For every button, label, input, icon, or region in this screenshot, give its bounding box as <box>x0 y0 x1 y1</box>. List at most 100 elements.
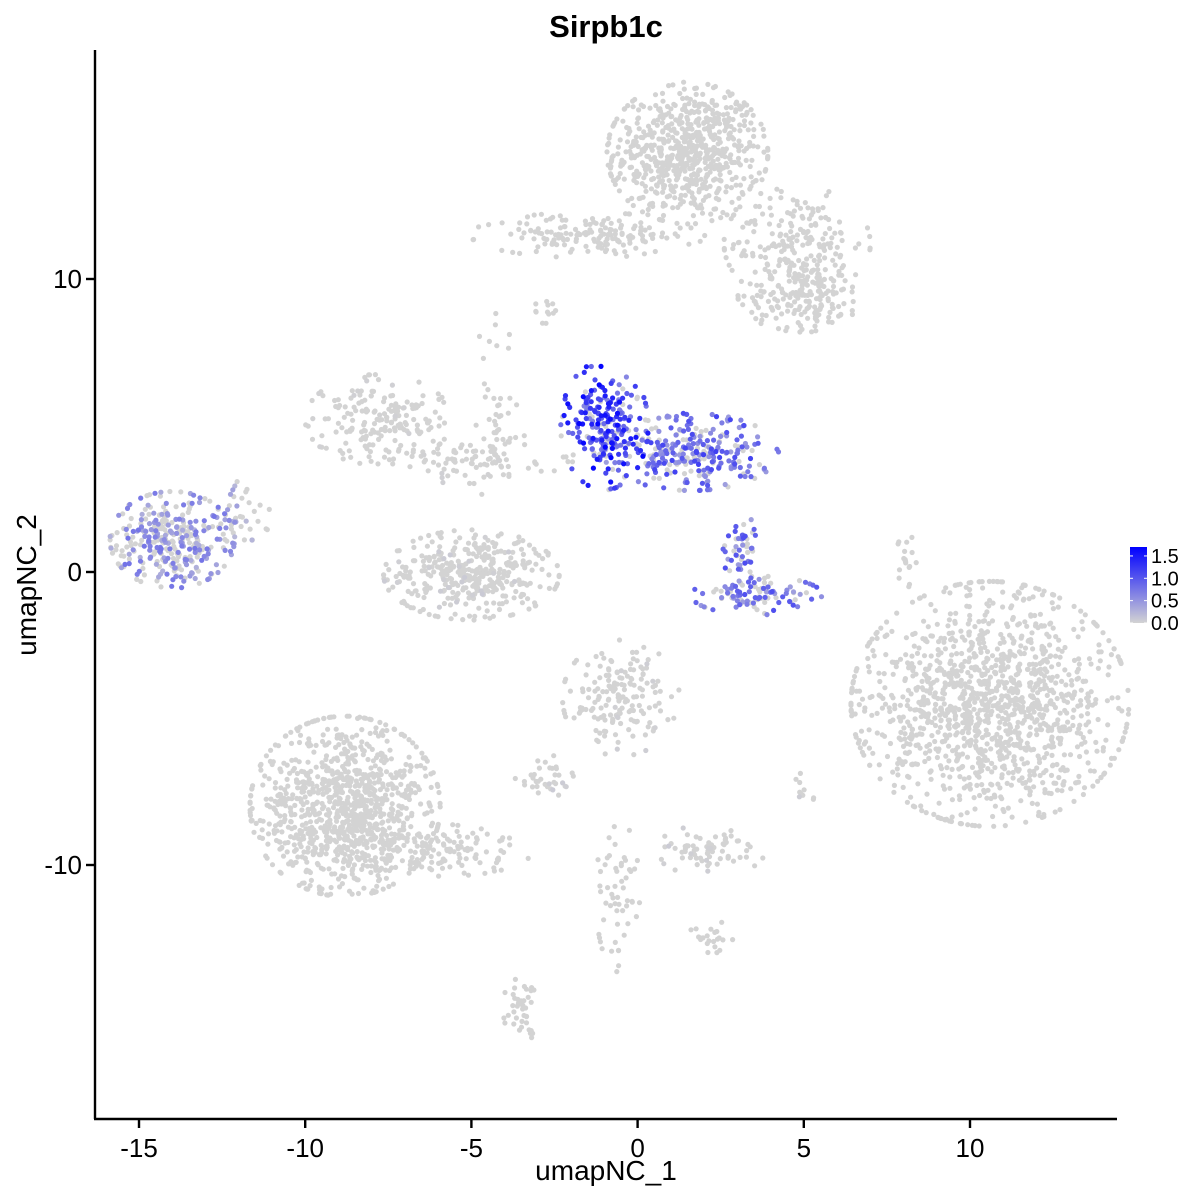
cell-point <box>653 163 660 169</box>
cell-point <box>906 584 912 590</box>
cell-point <box>464 448 470 454</box>
cell-point <box>702 108 709 114</box>
cell-point <box>1095 665 1101 671</box>
cell-point <box>142 506 148 512</box>
cell-point <box>582 389 589 395</box>
cell-point <box>1035 625 1041 631</box>
cell-point <box>1049 687 1055 693</box>
cell-point <box>1004 621 1010 627</box>
cell-point <box>862 708 868 714</box>
cell-point <box>531 212 537 218</box>
cell-point <box>609 948 615 954</box>
cell-point <box>1071 798 1077 805</box>
cell-point <box>522 442 528 448</box>
cell-point <box>414 857 420 863</box>
cell-point <box>627 148 633 154</box>
cell-point <box>626 211 633 217</box>
cell-point <box>648 168 654 174</box>
cell-point <box>710 153 716 159</box>
cell-point <box>343 818 349 825</box>
cell-point <box>853 272 859 278</box>
cell-point <box>746 220 752 226</box>
cell-point <box>372 805 378 811</box>
cell-point <box>516 226 522 232</box>
cell-point <box>646 705 653 711</box>
cell-point <box>977 792 983 799</box>
cell-point <box>268 796 274 802</box>
cell-point <box>598 227 604 233</box>
cell-point <box>964 603 970 609</box>
cell-point <box>664 467 670 473</box>
cell-point <box>419 848 425 854</box>
cell-point <box>358 811 364 817</box>
cell-point <box>1125 711 1131 717</box>
cell-point <box>1119 708 1125 714</box>
cell-point <box>318 817 325 823</box>
cell-point <box>386 883 392 890</box>
cell-point <box>711 144 717 151</box>
cell-point <box>1057 807 1063 813</box>
cell-point <box>1074 669 1080 675</box>
cell-point <box>1070 714 1076 721</box>
cell-point <box>968 737 974 743</box>
cell-point <box>230 530 236 536</box>
cell-point <box>295 854 301 860</box>
cell-point <box>612 686 618 692</box>
cell-point <box>935 647 941 653</box>
cell-point <box>436 789 442 796</box>
cell-point <box>1027 772 1033 779</box>
cell-point <box>186 506 192 512</box>
cell-point <box>366 442 373 448</box>
cell-point <box>704 115 710 121</box>
cell-point <box>481 542 487 548</box>
cell-point <box>435 391 441 397</box>
cell-point <box>707 132 713 138</box>
cell-point <box>493 422 499 428</box>
cell-point <box>308 877 314 884</box>
cell-point <box>447 838 453 844</box>
cell-point <box>326 782 332 788</box>
cell-point <box>866 727 872 733</box>
cell-point <box>239 495 245 501</box>
cell-point <box>792 597 798 603</box>
cell-point <box>291 848 298 854</box>
cell-point <box>447 849 453 855</box>
cell-point <box>673 163 679 169</box>
cell-point <box>377 810 383 816</box>
cell-point <box>1040 780 1046 786</box>
cell-point <box>132 541 138 547</box>
cell-point <box>510 249 516 255</box>
cell-point <box>323 445 329 451</box>
cell-point <box>724 184 730 190</box>
cell-point <box>535 790 541 796</box>
cell-point <box>486 338 492 344</box>
cell-point <box>761 580 768 586</box>
cell-point <box>820 236 826 242</box>
cell-point <box>694 143 700 149</box>
cell-point <box>952 582 958 588</box>
cell-point <box>471 535 477 541</box>
cell-point <box>302 812 308 819</box>
cell-point <box>332 799 339 805</box>
cell-point <box>315 862 321 868</box>
cell-point <box>431 449 437 455</box>
cell-point <box>1002 721 1008 727</box>
cell-point <box>823 193 830 199</box>
cell-point <box>535 226 541 232</box>
cell-point <box>1021 650 1027 657</box>
cell-point <box>969 764 976 771</box>
cell-point <box>1022 619 1028 625</box>
cell-point <box>969 822 975 828</box>
cell-point <box>390 461 396 467</box>
cell-point <box>865 655 871 662</box>
cell-point <box>866 745 873 751</box>
cell-point <box>430 847 436 853</box>
cell-point <box>802 309 808 315</box>
cell-point <box>937 724 944 731</box>
cell-point <box>984 601 990 607</box>
cell-point <box>729 199 735 205</box>
cell-point <box>919 685 925 691</box>
cell-point <box>965 669 971 676</box>
cell-point <box>595 686 601 692</box>
cell-point <box>733 107 739 113</box>
